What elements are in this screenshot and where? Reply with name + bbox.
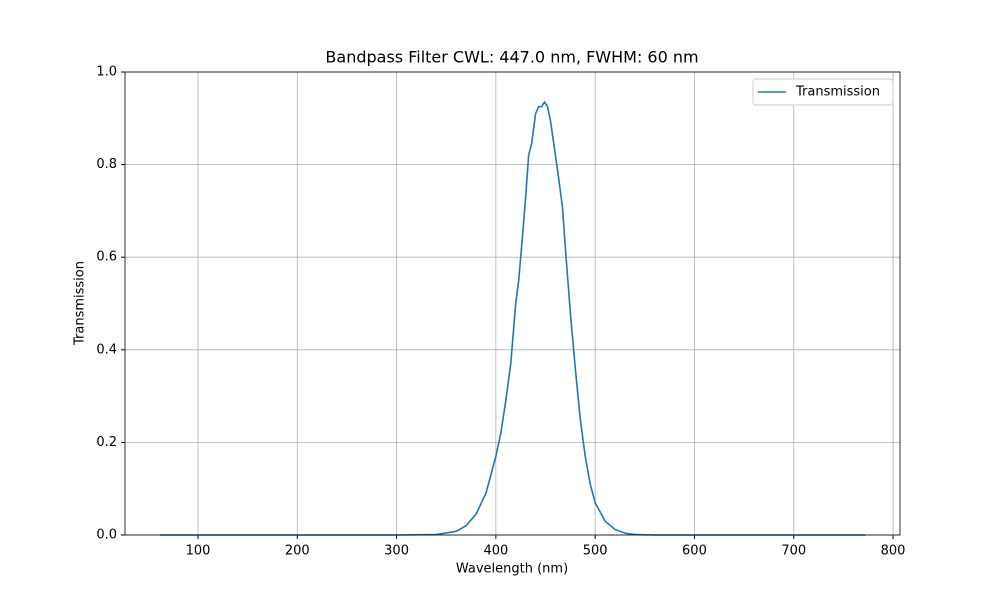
x-tick-label: 800 bbox=[881, 544, 906, 559]
chart-title: Bandpass Filter CWL: 447.0 nm, FWHM: 60 … bbox=[325, 48, 698, 67]
x-tick-label: 400 bbox=[483, 544, 508, 559]
y-tick-label: 0.2 bbox=[96, 435, 117, 450]
legend: Transmission bbox=[752, 78, 894, 106]
y-axis-label: Transmission bbox=[73, 261, 88, 346]
x-tick-label: 600 bbox=[682, 544, 707, 559]
y-tick-label: 0.4 bbox=[96, 342, 117, 357]
x-tick-label: 200 bbox=[285, 544, 310, 559]
y-tick-label: 0.0 bbox=[96, 528, 117, 543]
x-tick-label: 100 bbox=[186, 544, 211, 559]
plot-frame bbox=[124, 71, 901, 536]
x-tick-label: 300 bbox=[384, 544, 409, 559]
x-axis-label: Wavelength (nm) bbox=[456, 562, 568, 577]
x-tick-label: 700 bbox=[781, 544, 806, 559]
data-line bbox=[160, 100, 866, 536]
y-tick-label: 0.6 bbox=[96, 250, 117, 265]
x-tick-label: 500 bbox=[583, 544, 608, 559]
legend-label: Transmission bbox=[795, 85, 880, 100]
y-tick-label: 1.0 bbox=[96, 65, 117, 80]
y-tick-label: 0.8 bbox=[96, 157, 117, 172]
legend-box bbox=[752, 78, 894, 106]
